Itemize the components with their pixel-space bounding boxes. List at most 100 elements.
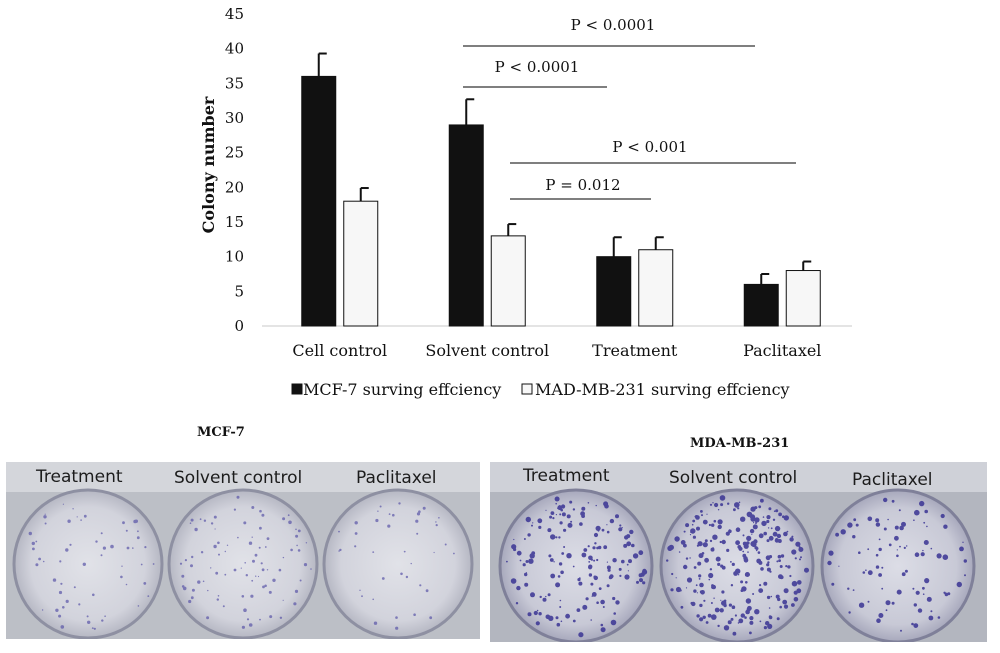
colony-dot <box>190 564 193 568</box>
colony-dot <box>930 547 933 550</box>
colony-dot <box>731 562 735 566</box>
colony-dot <box>392 513 395 517</box>
colony-dot <box>43 515 47 519</box>
colony-dot <box>701 514 703 517</box>
colony-dot <box>752 593 755 595</box>
colony-dot <box>60 582 63 585</box>
y-tick-label: 0 <box>234 317 244 335</box>
colony-dot <box>726 548 730 552</box>
colony-dot <box>768 615 773 620</box>
colony-dot <box>413 613 416 616</box>
colony-dot <box>779 605 782 609</box>
colony-dot <box>901 572 906 577</box>
colony-dot <box>588 561 591 563</box>
colony-dot <box>539 595 542 599</box>
colony-dot <box>555 536 558 539</box>
colony-dot <box>753 522 755 524</box>
colony-dot <box>418 510 421 513</box>
colony-dot <box>944 592 949 597</box>
colony-dot <box>522 563 526 567</box>
colony-dot <box>704 539 708 543</box>
colony-dot <box>388 513 391 515</box>
colony-dot <box>776 533 782 539</box>
colony-dot <box>387 524 391 528</box>
y-tick-label: 20 <box>225 178 244 196</box>
bar <box>448 124 484 327</box>
colony-dot <box>513 538 515 541</box>
colony-dot <box>693 566 697 569</box>
colony-dot <box>299 579 302 582</box>
colony-dot <box>572 508 576 511</box>
colony-dot <box>919 500 925 507</box>
colony-dot <box>696 614 700 618</box>
colony-dot <box>558 562 563 566</box>
colony-dot <box>310 568 312 570</box>
colony-dot <box>338 550 340 552</box>
colony-dot <box>783 604 789 609</box>
colony-dot <box>744 572 750 577</box>
colony-dot <box>191 588 195 592</box>
colony-dot <box>703 599 706 602</box>
colony-dot <box>550 573 556 579</box>
colony-dot <box>608 575 613 580</box>
colony-dot <box>100 532 103 535</box>
colony-dot <box>373 621 378 625</box>
colony-dot <box>717 509 720 511</box>
colony-dot <box>721 600 727 606</box>
colony-dot <box>597 529 600 532</box>
colony-dot <box>749 528 755 534</box>
colony-dot <box>525 516 531 523</box>
colony-dot <box>733 571 738 576</box>
colony-dot <box>255 575 257 577</box>
chart-legend: MCF-7 surving effciency MAD-MB-231 survin… <box>291 380 790 399</box>
colony-dot <box>405 575 409 579</box>
colony-dot <box>136 536 140 540</box>
colony-dot <box>55 608 59 612</box>
colony-dot <box>858 551 861 554</box>
colony-dot <box>865 569 867 571</box>
colony-dot <box>32 547 35 551</box>
colony-dot <box>203 519 207 522</box>
significance-annotations: P < 0.0001 P < 0.0001 P < 0.001 P = 0.012 <box>463 16 796 200</box>
colony-dot <box>943 524 948 529</box>
colony-dot <box>217 541 220 545</box>
colony-dot <box>398 502 401 505</box>
colony-dot <box>58 590 63 595</box>
colony-dot <box>765 621 770 626</box>
colony-dot <box>862 571 866 574</box>
colony-dot <box>675 577 677 579</box>
colony-dot <box>710 602 713 604</box>
colony-dot <box>773 510 776 512</box>
colony-dot <box>626 534 631 539</box>
colony-dot <box>770 527 773 530</box>
colony-dot <box>867 548 870 551</box>
colony-dot <box>906 545 908 547</box>
colony-dot <box>768 507 772 511</box>
colony-dot <box>785 565 788 568</box>
colony-dot <box>565 613 570 619</box>
colony-dot <box>956 581 962 588</box>
colony-dot <box>76 516 78 518</box>
significance-label: P < 0.0001 <box>571 16 656 34</box>
colony-dot <box>719 495 726 501</box>
colony-dot <box>730 584 734 587</box>
colony-dot <box>595 525 601 531</box>
colony-dot <box>523 538 526 540</box>
colony-dot <box>759 584 762 587</box>
colony-dot <box>696 592 698 594</box>
colony-dot <box>282 556 285 559</box>
colony-dot <box>721 565 726 570</box>
bar-chart: 0 5 10 15 20 25 30 35 40 45 Cell control Solvent co… <box>199 5 852 399</box>
legend-label: MCF-7 surving effciency <box>303 380 501 399</box>
colony-dot <box>419 584 422 587</box>
colony-dot <box>745 598 752 604</box>
colony-dot <box>827 560 832 566</box>
colony-dot <box>787 565 791 569</box>
colony-dot <box>911 622 914 626</box>
colony-dot <box>72 508 74 510</box>
colony-dot <box>840 529 846 535</box>
colony-dot <box>613 612 616 615</box>
colony-dot <box>207 589 209 592</box>
colony-dot <box>713 597 715 599</box>
colony-dot <box>750 506 756 512</box>
